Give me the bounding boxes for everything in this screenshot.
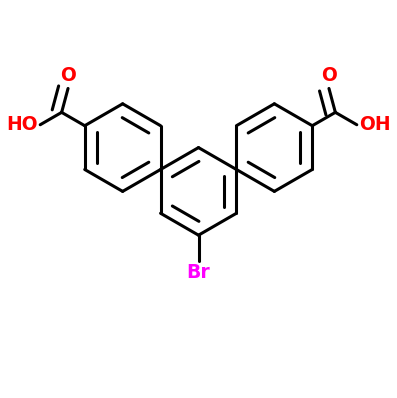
Text: Br: Br	[187, 263, 210, 282]
Text: HO: HO	[7, 115, 38, 134]
Text: O: O	[321, 66, 337, 86]
Text: O: O	[60, 66, 76, 86]
Text: OH: OH	[359, 115, 390, 134]
